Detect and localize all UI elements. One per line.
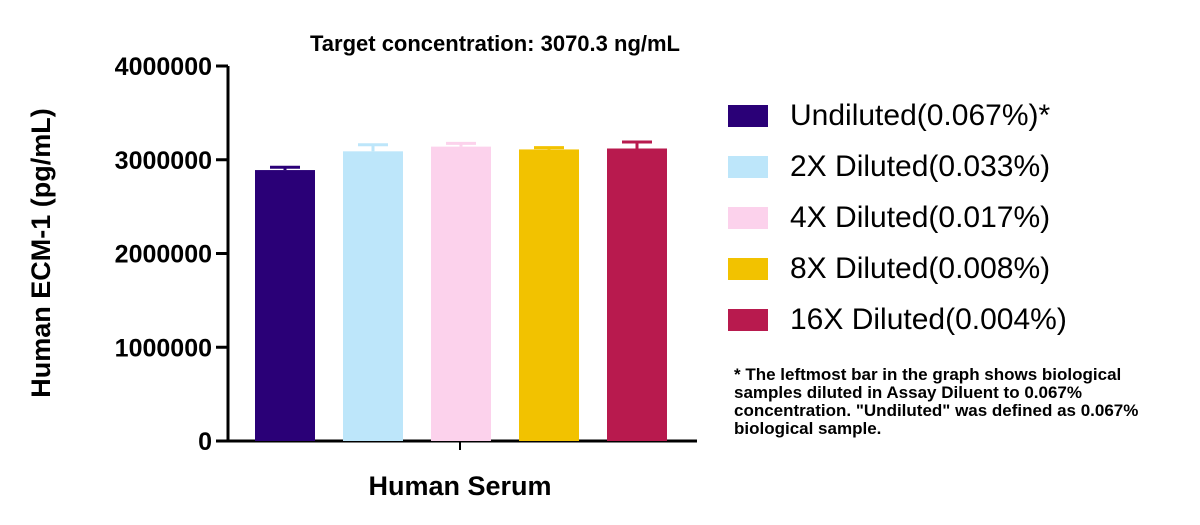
legend-label: 4X Diluted(0.017%) xyxy=(790,200,1051,234)
legend-label: 16X Diluted(0.004%) xyxy=(790,302,1067,336)
chart-title: Target concentration: 3070.3 ng/mL xyxy=(310,31,680,56)
y-axis-label: Human ECM-1 (pg/mL) xyxy=(26,108,56,398)
y-tick-label: 1000000 xyxy=(115,334,212,362)
legend-swatch xyxy=(728,104,768,127)
footnote: * The leftmost bar in the graph shows bi… xyxy=(734,365,1139,438)
bar xyxy=(431,146,491,441)
legend-item: 8X Diluted(0.008%) xyxy=(728,243,1067,294)
legend-label: 8X Diluted(0.008%) xyxy=(790,251,1051,285)
bar xyxy=(343,151,403,441)
legend-item: 16X Diluted(0.004%) xyxy=(728,294,1067,345)
legend-item: 4X Diluted(0.017%) xyxy=(728,192,1067,243)
x-axis-label: Human Serum xyxy=(368,471,551,501)
y-tick-label: 0 xyxy=(198,428,212,456)
legend: Undiluted(0.067%)* 2X Diluted(0.033%) 4X D… xyxy=(728,90,1067,345)
legend-swatch xyxy=(728,206,768,229)
bar xyxy=(607,148,667,441)
legend-swatch xyxy=(728,308,768,331)
legend-label: 2X Diluted(0.033%) xyxy=(790,149,1051,183)
y-tick-label: 3000000 xyxy=(115,147,212,175)
bar xyxy=(255,170,315,441)
y-tick-label: 4000000 xyxy=(115,53,212,81)
bar xyxy=(519,149,579,441)
legend-swatch xyxy=(728,257,768,280)
legend-item: Undiluted(0.067%)* xyxy=(728,90,1067,141)
y-tick-label: 2000000 xyxy=(115,241,212,269)
legend-swatch xyxy=(728,155,768,178)
legend-label: Undiluted(0.067%)* xyxy=(790,98,1051,132)
legend-item: 2X Diluted(0.033%) xyxy=(728,141,1067,192)
